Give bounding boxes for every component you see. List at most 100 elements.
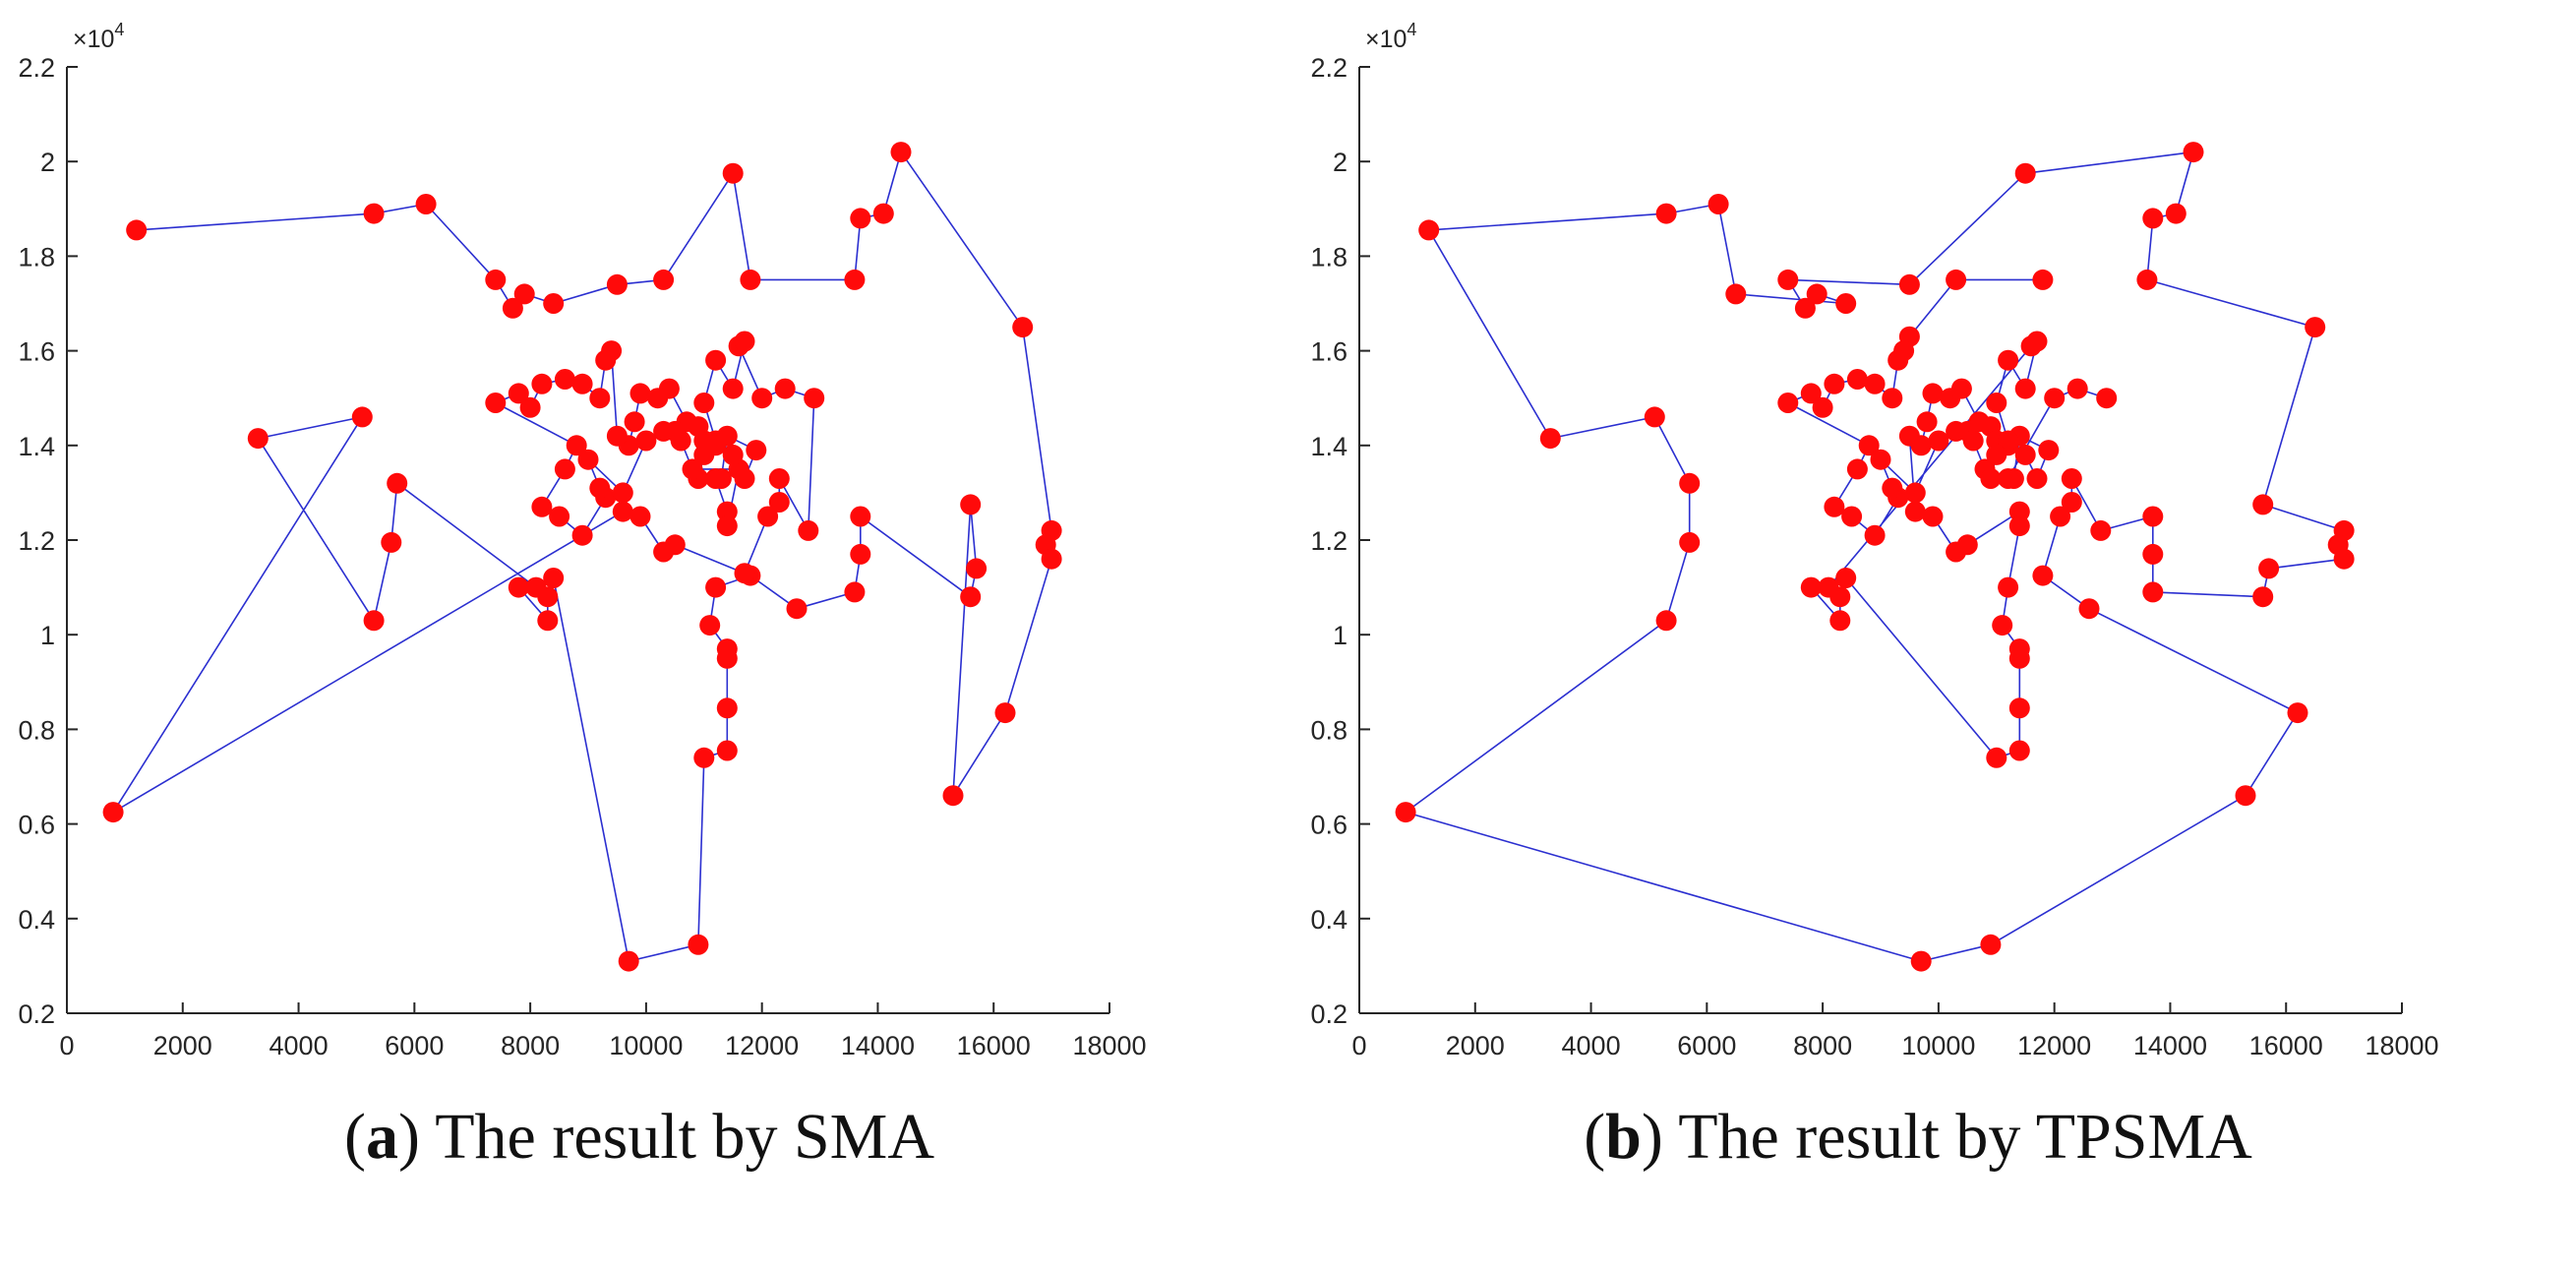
- caption-a-letter: a: [365, 1101, 398, 1173]
- city-point: [247, 428, 269, 450]
- city-point: [1870, 449, 1891, 470]
- city-point: [1882, 477, 1903, 499]
- city-point: [381, 531, 402, 553]
- city-point: [2032, 565, 2054, 586]
- city-point: [589, 477, 611, 499]
- axes-b: 0 2000 4000 6000 8000 10000 12000 14000 16000 180…: [1310, 20, 2438, 1060]
- city-point: [508, 383, 529, 404]
- y-tick-label: 1: [1333, 621, 1348, 650]
- city-point: [2008, 501, 2030, 522]
- city-point: [2142, 208, 2164, 229]
- city-point: [2008, 647, 2030, 669]
- city-point: [1986, 444, 2007, 465]
- city-point: [1655, 203, 1677, 224]
- city-point: [2136, 269, 2158, 290]
- city-point: [734, 331, 755, 352]
- tour-path-a: [112, 151, 1052, 962]
- city-point: [351, 406, 373, 428]
- city-point: [363, 610, 385, 632]
- city-point: [606, 425, 628, 447]
- city-point: [513, 283, 535, 305]
- city-point: [2014, 162, 2036, 184]
- y-tick-label: 2: [40, 148, 55, 177]
- city-point: [485, 393, 507, 413]
- city-point: [1882, 388, 1903, 409]
- city-point: [1968, 411, 1990, 433]
- city-point: [2090, 519, 2112, 541]
- city-point: [693, 393, 715, 413]
- city-point: [2026, 331, 2048, 352]
- city-point: [757, 506, 779, 527]
- city-point: [872, 203, 894, 224]
- y-tick-label: 1.2: [18, 526, 55, 556]
- city-point: [1707, 194, 1729, 214]
- city-point: [960, 494, 982, 515]
- city-point: [485, 269, 507, 290]
- city-point: [664, 534, 686, 556]
- x-tick-label: 8000: [501, 1031, 560, 1060]
- city-point: [635, 430, 657, 452]
- city-point: [1679, 472, 1701, 494]
- city-point: [2008, 740, 2030, 761]
- y-tick-label: 1: [40, 621, 55, 650]
- city-point: [722, 378, 744, 399]
- y-tick-label: 1.8: [18, 242, 55, 272]
- city-point: [1904, 482, 1926, 504]
- city-point: [595, 349, 617, 371]
- city-point: [554, 458, 575, 480]
- city-point: [1916, 411, 1938, 433]
- x-tick-label: 12000: [2017, 1031, 2091, 1060]
- city-point: [710, 468, 732, 489]
- city-point: [537, 610, 559, 632]
- city-point: [577, 449, 599, 470]
- y-tick-label: 0.2: [18, 999, 55, 1029]
- city-point: [734, 468, 755, 489]
- city-point: [1012, 317, 1034, 338]
- city-point: [693, 747, 715, 768]
- city-point: [774, 378, 796, 399]
- city-point: [612, 501, 633, 522]
- x-tick-label: 4000: [1562, 1031, 1621, 1060]
- city-point: [960, 586, 982, 608]
- city-point: [2287, 702, 2308, 724]
- markers-a: [102, 142, 1062, 972]
- city-point: [2038, 440, 2060, 461]
- city-point: [850, 543, 871, 565]
- y-tick-label: 1.6: [18, 337, 55, 367]
- city-point: [1922, 383, 1944, 404]
- city-point: [2067, 378, 2088, 399]
- x-tick-label: 18000: [2365, 1031, 2438, 1060]
- city-point: [1910, 950, 1932, 972]
- city-point: [571, 524, 593, 546]
- city-point: [1041, 548, 1062, 570]
- city-point: [1928, 430, 1949, 452]
- y-tick-label: 1.4: [1310, 432, 1348, 461]
- city-point: [1679, 531, 1701, 553]
- city-point: [2008, 515, 2030, 537]
- x-tick-label: 6000: [385, 1031, 444, 1060]
- city-point: [966, 558, 988, 579]
- city-point: [2078, 598, 2100, 620]
- city-point: [2044, 388, 2066, 409]
- city-point: [1980, 468, 2002, 489]
- city-point: [786, 598, 808, 620]
- city-point: [387, 472, 408, 494]
- x-tick-label: 10000: [609, 1031, 683, 1060]
- city-point: [2258, 558, 2280, 579]
- city-point: [1644, 406, 1665, 428]
- caption-b-letter: b: [1605, 1101, 1642, 1173]
- x-tick-label: 16000: [2249, 1031, 2323, 1060]
- city-point: [1904, 501, 1926, 522]
- city-point: [2252, 586, 2274, 608]
- x-tick-label: 10000: [1901, 1031, 1975, 1060]
- city-point: [2096, 388, 2118, 409]
- city-point: [519, 396, 541, 418]
- x-tick-label: 16000: [957, 1031, 1031, 1060]
- x-tick-label: 0: [1351, 1031, 1366, 1060]
- city-point: [624, 411, 645, 433]
- city-point: [531, 496, 553, 517]
- city-point: [363, 203, 385, 224]
- city-point: [1864, 524, 1886, 546]
- y-tick-label: 0.8: [1310, 715, 1348, 745]
- city-point: [1835, 568, 1857, 588]
